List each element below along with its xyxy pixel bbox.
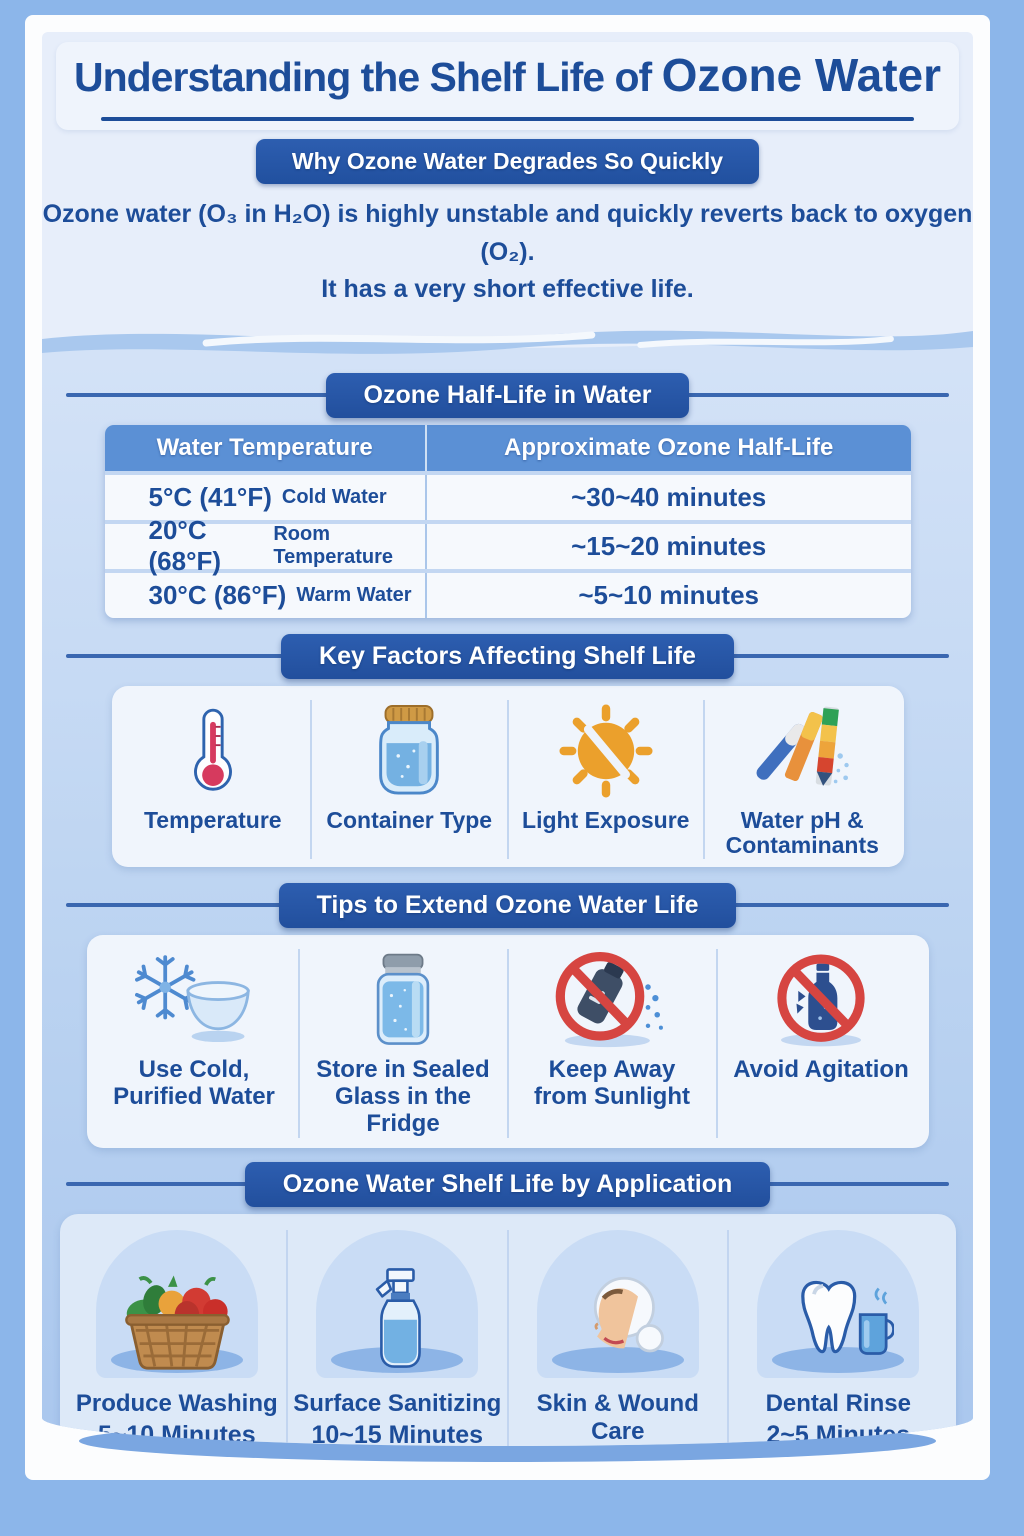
page-title-part1: Understanding the Shelf Life of	[73, 54, 662, 100]
table-header-temperature: Water Temperature	[105, 424, 427, 471]
section-banner-tips: Tips to Extend Ozone Water Life	[278, 883, 737, 928]
puddle-shadow	[551, 1346, 684, 1373]
section-banner-factors: Key Factors Affecting Shelf Life	[281, 633, 734, 679]
jar-icon	[379, 704, 440, 795]
subtitle-banner: Why Ozone Water Degrades So Quickly	[255, 139, 760, 184]
factor-label: Temperature	[143, 806, 282, 833]
section-banner-half-life: Ozone Half-Life in Water	[325, 372, 690, 418]
row-half-life: ~5~10 minutes	[578, 579, 760, 610]
title-panel: Understanding the Shelf Life of Ozone Wa…	[56, 42, 959, 130]
row-half-life: ~15~20 minutes	[571, 530, 767, 561]
table-row: 5°C (41°F) Cold Water ~30~40 minutes	[104, 474, 911, 520]
row-temp-label: Warm Water	[296, 583, 412, 606]
application-item: Skin & Wound Care 5~10 Minutes	[509, 1229, 729, 1446]
wave-divider	[42, 316, 973, 363]
intro-line-1: Ozone water (O₃ in H₂O) is highly unstab…	[42, 200, 973, 266]
section-banner-applications: Ozone Water Shelf Life by Application	[244, 1161, 771, 1207]
row-temperature: 20°C (68°F)	[148, 515, 222, 576]
snowflake-bowl-icon	[135, 954, 250, 1042]
produce-basket-icon	[124, 1275, 230, 1370]
row-temperature: 30°C (86°F)	[148, 579, 287, 610]
infographic-poster: Understanding the Shelf Life of Ozone Wa…	[25, 15, 990, 1480]
ph-strips-icon	[756, 706, 849, 786]
section-half-life-header: Ozone Half-Life in Water	[66, 372, 949, 418]
sealed-jar-icon	[376, 953, 430, 1045]
page-title: Understanding the Shelf Life of Ozone Wa…	[66, 50, 949, 112]
content-area: Ozone Half-Life in Water Water Temperatu…	[42, 362, 973, 1446]
application-item: Surface Sanitizing 10~15 Minutes	[288, 1229, 509, 1446]
application-arch	[757, 1229, 920, 1378]
row-temperature: 5°C (41°F)	[148, 481, 272, 512]
factor-item: Water pH & Contaminants	[705, 700, 900, 860]
application-label: Produce Washing	[75, 1389, 278, 1417]
no-sunlight-icon	[555, 952, 663, 1048]
application-arch	[536, 1229, 699, 1378]
tooth-rinse-icon	[801, 1280, 895, 1355]
factor-item: Light Exposure	[509, 699, 705, 859]
table-header-row: Water Temperature Approximate Ozone Half…	[104, 424, 911, 471]
header-section: Understanding the Shelf Life of Ozone Wa…	[42, 32, 973, 317]
tips-row: Use Cold, Purified Water Store in	[86, 935, 929, 1148]
applications-row: Produce Washing 5~10 Minutes	[59, 1213, 956, 1446]
table-header-half-life: Approximate Ozone Half-Life	[504, 433, 834, 461]
application-label: Surface Sanitizing	[293, 1389, 502, 1417]
application-time: 10~15 Minutes	[311, 1420, 484, 1446]
tip-label: Store in Sealed Glass in the Fridge	[316, 1056, 490, 1137]
tip-item: Store in Sealed Glass in the Fridge	[300, 949, 509, 1138]
spray-bottle-icon	[376, 1267, 422, 1368]
section-applications-header: Ozone Water Shelf Life by Application	[66, 1161, 949, 1207]
page-title-part2: Ozone Water	[661, 49, 941, 101]
factor-label: Light Exposure	[522, 806, 690, 833]
sun-slash-icon	[559, 703, 653, 798]
poster-inner: Understanding the Shelf Life of Ozone Wa…	[42, 32, 973, 1446]
section-factors-header: Key Factors Affecting Shelf Life	[66, 633, 949, 679]
row-half-life: ~30~40 minutes	[571, 481, 767, 512]
tip-label: Avoid Agitation	[733, 1056, 909, 1083]
application-item: Produce Washing 5~10 Minutes	[68, 1229, 288, 1446]
tip-label: Use Cold, Purified Water	[113, 1056, 275, 1110]
thermometer-icon	[193, 708, 232, 791]
row-temp-label: Room Temperature	[273, 523, 394, 568]
half-life-table: Water Temperature Approximate Ozone Half…	[104, 424, 911, 618]
application-arch	[316, 1229, 479, 1378]
application-label: Skin & Wound Care	[536, 1389, 699, 1445]
table-row: 30°C (86°F) Warm Water ~5~10 minutes	[104, 572, 911, 618]
factor-item: Temperature	[116, 699, 312, 859]
factor-label: Container Type	[326, 806, 493, 833]
application-arch	[95, 1229, 258, 1378]
section-tips-header: Tips to Extend Ozone Water Life	[66, 883, 949, 928]
factors-row: Temperature	[111, 685, 904, 867]
tip-item: Keep Away from Sunlight	[509, 949, 718, 1138]
intro-line-2: It has a very short effective life.	[321, 275, 694, 303]
application-label: Dental Rinse	[765, 1389, 911, 1417]
title-underline	[101, 117, 914, 121]
tip-item: Avoid Agitation	[718, 949, 925, 1138]
no-agitation-icon	[777, 954, 865, 1047]
face-towel-icon	[593, 1276, 664, 1352]
intro-text: Ozone water (O₃ in H₂O) is highly unstab…	[42, 196, 973, 317]
tip-item: Use Cold, Purified Water	[91, 949, 300, 1138]
application-item: Dental Rinse 2~5 Minutes	[729, 1229, 948, 1446]
tip-label: Keep Away from Sunlight	[534, 1056, 690, 1110]
factor-label: Water pH & Contaminants	[725, 806, 879, 859]
factor-item: Container Type	[312, 699, 509, 859]
row-temp-label: Cold Water	[281, 485, 387, 508]
table-row: 20°C (68°F) Room Temperature ~15~20 minu…	[104, 515, 911, 576]
